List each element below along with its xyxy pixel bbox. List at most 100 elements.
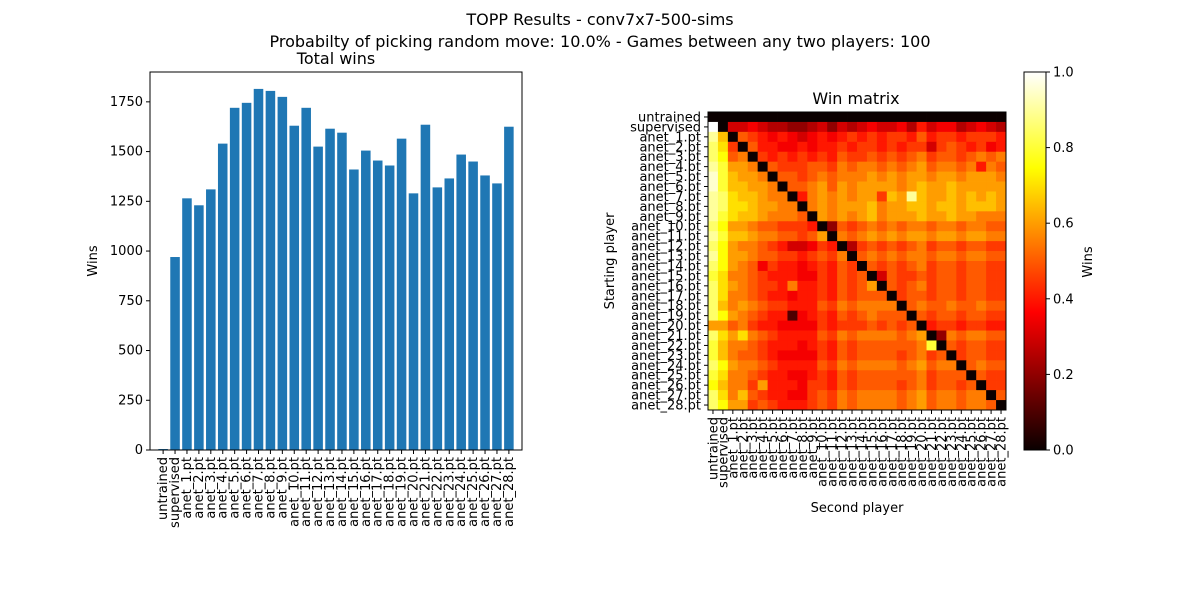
heatmap-cell [737,231,749,242]
heatmap-cell [747,201,759,212]
heatmap-y-tick-label: anet_18.pt [631,299,701,314]
heatmap-cell [996,171,1007,182]
heatmap-cell [727,121,739,133]
heatmap-cell [827,340,838,351]
heatmap-cell [797,261,808,272]
heatmap-cell [976,370,987,381]
heatmap-cell [906,151,917,163]
heatmap-cell [847,320,858,331]
heatmap-cell [847,270,858,282]
heatmap-cell [708,211,719,222]
heatmap-cell [817,300,828,312]
heatmap-cell [717,151,729,163]
heatmap-cell [876,141,888,153]
heatmap-cell [986,241,997,252]
heatmap-cell [906,112,917,123]
bar-x-tick-label: anet_9.pt [275,457,290,519]
heatmap-cell [946,131,957,143]
heatmap-cell [906,191,917,202]
heatmap-cell [708,121,719,133]
heatmap-cell [737,221,749,232]
heatmap-x-tick-label: anet_18.pt [895,417,910,487]
heatmap-cell [896,320,908,331]
heatmap-cell [866,380,878,391]
heatmap-cell [857,121,868,133]
heatmap-cell [807,231,818,242]
bar [253,88,264,451]
bar-x-tick-label: anet_2.pt [192,457,207,519]
heatmap-cell [966,191,977,202]
heatmap-cell [737,161,749,172]
heatmap-cell [807,270,818,282]
heatmap-cell [747,400,759,411]
heatmap-cell [708,191,719,202]
heatmap-cell [996,330,1007,341]
heatmap-cell [837,241,848,252]
heatmap-cell [727,191,739,202]
heatmap-cell [827,300,838,312]
heatmap-cell [787,370,798,381]
heatmap-cell [866,181,878,192]
heatmap-cell [767,270,778,282]
heatmap-cell [777,290,788,302]
heatmap-cell [996,181,1007,192]
heatmap-cell [737,380,749,391]
heatmap-cell [886,161,898,172]
heatmap-cell [916,370,927,381]
heatmap-cell [817,221,828,232]
heatmap-cell [876,251,888,262]
heatmap-x-tick-label: anet_10.pt [816,417,831,487]
heatmap-cell [926,261,937,272]
heatmap-y-label: Starting player [603,212,618,310]
heatmap-cell [737,270,749,282]
heatmap-cell [946,171,957,182]
heatmap-cell [797,370,808,381]
heatmap-cell [946,112,957,123]
heatmap-cell [757,121,768,133]
heatmap-y-tick-label: anet_12.pt [631,240,701,255]
heatmap-cell [708,370,719,381]
heatmap-cell [926,370,937,381]
heatmap-cell [866,141,878,153]
heatmap-cell [956,290,967,302]
heatmap-cell [757,310,768,321]
heatmap-cell [827,290,838,302]
heatmap-cell [717,131,729,143]
heatmap-cell [757,370,768,381]
heatmap-cell [857,400,868,411]
heatmap-cell [866,360,878,371]
heatmap-cell [747,131,759,143]
heatmap-cell [747,151,759,163]
heatmap-cell [787,231,798,242]
colorbar-tick-label: 0.8 [1053,141,1074,156]
heatmap-cell [966,151,977,163]
heatmap-cell [906,251,917,262]
heatmap-cell [708,112,719,123]
heatmap-cell [757,191,768,202]
heatmap-cell [946,261,957,272]
heatmap-cell [916,112,927,123]
heatmap-cell [847,350,858,361]
heatmap-cell [847,370,858,381]
heatmap-cell [817,340,828,351]
heatmap-cell [896,310,908,321]
heatmap-cell [906,181,917,192]
heatmap-cell [976,350,987,361]
heatmap-cell [827,261,838,272]
heatmap-cell [827,121,838,133]
heatmap-cell [906,221,917,232]
heatmap-cell [956,350,967,361]
heatmap-cell [996,290,1007,302]
heatmap-cell [986,121,997,133]
heatmap-cell [847,131,858,143]
heatmap-y-tick-label: anet_1.pt [639,130,701,145]
heatmap-cell [727,181,739,192]
heatmap-cell [866,340,878,351]
heatmap-cell [847,141,858,153]
bar-plot-frame [149,71,523,451]
heatmap-title: Win matrix [812,89,899,108]
heatmap-cell [916,121,927,133]
heatmap-cell [757,290,768,302]
heatmap-cell [886,141,898,153]
bar-x-tick-label: anet_26.pt [478,457,493,527]
